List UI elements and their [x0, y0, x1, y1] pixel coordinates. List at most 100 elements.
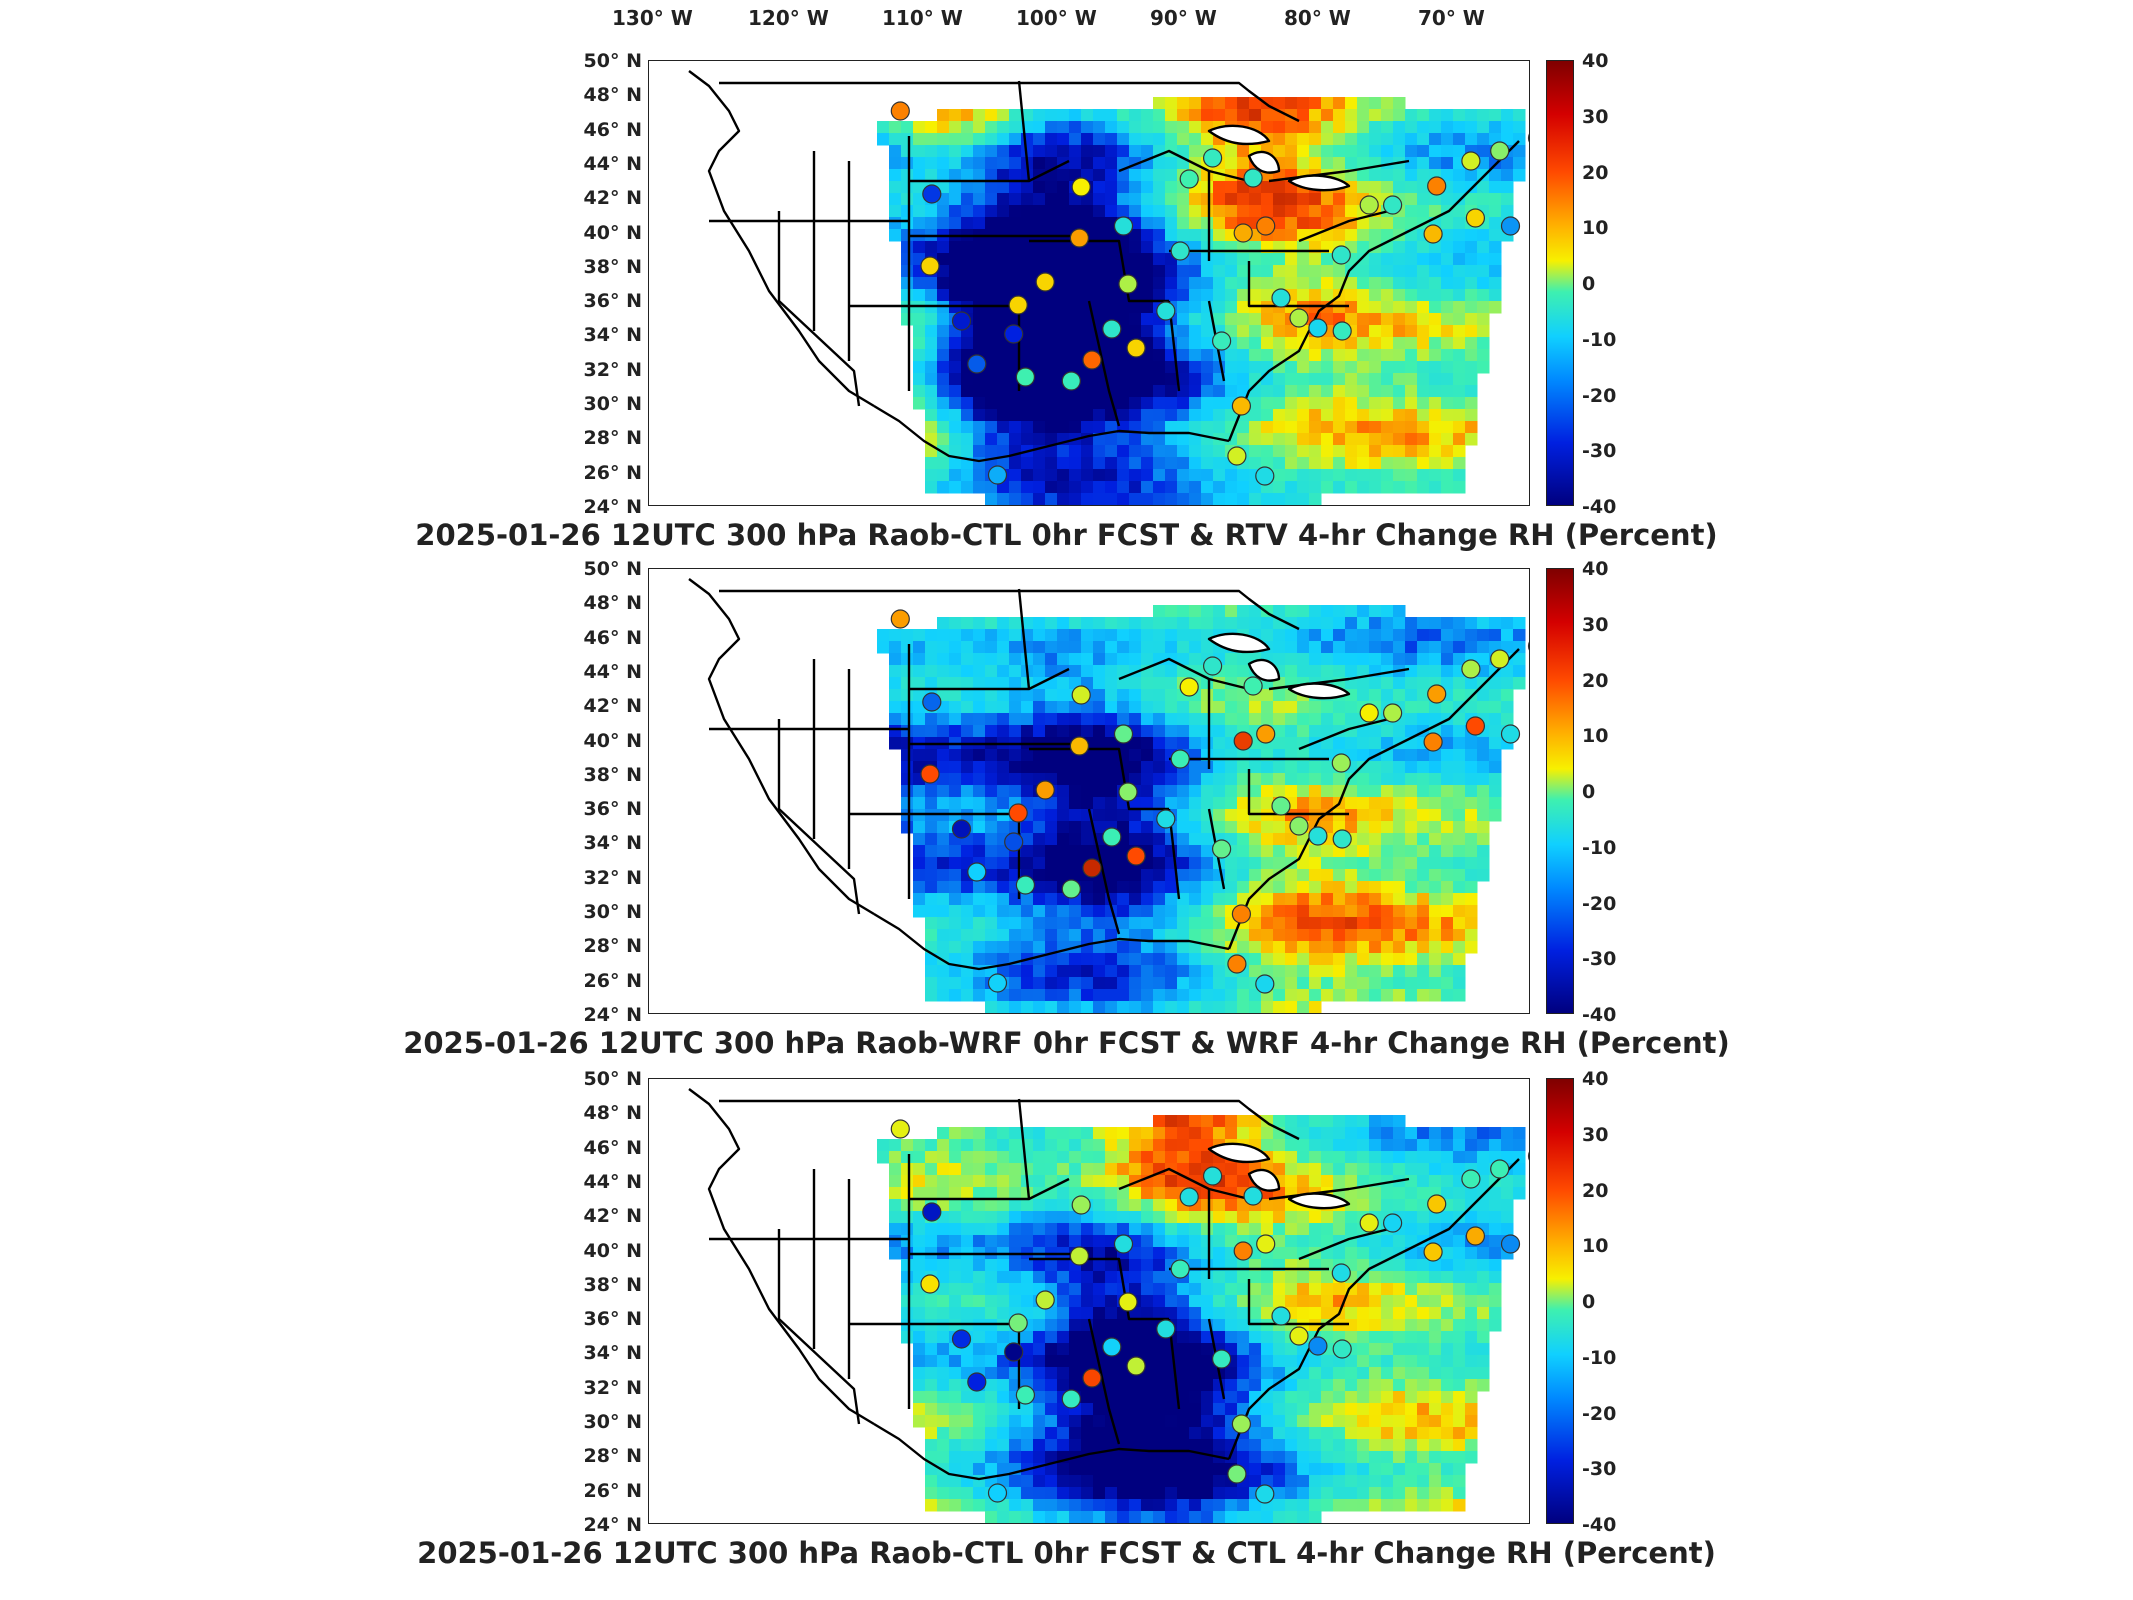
colorbar-tick-label: 40 [1582, 1068, 1609, 1090]
latitude-label: 48° N [583, 592, 642, 615]
map-panel [648, 568, 1530, 1014]
raob-stations [890, 609, 1529, 994]
station-marker [1233, 1241, 1253, 1261]
station-marker [1008, 803, 1028, 823]
station-marker [1211, 331, 1232, 351]
latitude-label: 32° N [583, 1376, 642, 1399]
latitude-label: 40° N [583, 221, 642, 244]
latitude-label: 30° N [583, 393, 642, 416]
station-marker [1332, 1339, 1352, 1359]
station-marker [1004, 324, 1024, 344]
colorbar-tick-label: -40 [1582, 1514, 1617, 1536]
station-marker [1227, 446, 1247, 466]
station-marker [1211, 839, 1232, 859]
latitude-label: 36° N [583, 1308, 642, 1331]
latitude-label: 28° N [583, 935, 642, 958]
panel-caption: 2025-01-26 12UTC 300 hPa Raob-WRF 0hr FC… [403, 1026, 1730, 1060]
station-marker [1035, 780, 1055, 800]
station-marker [1179, 1187, 1199, 1207]
station-marker [920, 256, 940, 276]
latitude-label: 46° N [583, 118, 642, 141]
station-marker [1332, 321, 1352, 341]
station-marker [1423, 732, 1443, 752]
state-boundaries [688, 70, 1520, 463]
station-marker [1427, 684, 1447, 704]
colorbar-tick-label: -40 [1582, 496, 1617, 518]
latitude-label: 50° N [583, 558, 642, 580]
latitude-label: 26° N [583, 969, 642, 992]
station-marker [1271, 288, 1291, 308]
latitude-label: 42° N [583, 1205, 642, 1228]
colorbar-tick-label: 30 [1582, 105, 1609, 128]
station-marker [1359, 703, 1379, 723]
station-marker [1271, 1306, 1291, 1326]
station-marker [1015, 367, 1035, 387]
station-marker [1211, 1349, 1232, 1369]
station-marker [1061, 371, 1081, 391]
station-marker [1308, 318, 1328, 338]
colorbar-tick-label: 10 [1582, 217, 1609, 240]
station-marker [1082, 1368, 1102, 1388]
colorbar-tick-label: 0 [1582, 273, 1596, 295]
station-marker [1359, 195, 1379, 215]
panel-caption: 2025-01-26 12UTC 300 hPa Raob-CTL 0hr FC… [415, 518, 1718, 552]
station-marker [951, 311, 972, 331]
station-marker [1113, 1234, 1134, 1254]
station-marker [1061, 879, 1081, 899]
station-marker [1331, 1263, 1351, 1283]
station-marker [1069, 228, 1089, 248]
station-marker [890, 1119, 910, 1139]
station-marker [1490, 1159, 1510, 1179]
station-marker [1490, 141, 1510, 161]
colorbar-tick-label: 30 [1582, 1123, 1609, 1146]
station-marker [1061, 1389, 1081, 1409]
station-marker [1035, 1290, 1055, 1310]
station-marker [1233, 731, 1253, 751]
longitude-label: 120° W [748, 6, 829, 30]
colorbar-tick-label: 20 [1582, 161, 1609, 184]
station-marker [1382, 195, 1403, 215]
latitude-label: 28° N [583, 1445, 642, 1468]
map-panel [648, 60, 1530, 506]
station-marker [1118, 274, 1138, 294]
station-marker [1202, 148, 1223, 168]
station-marker [1126, 846, 1146, 866]
station-marker [890, 101, 910, 121]
station-marker [1102, 1337, 1122, 1357]
colorbar [1546, 1078, 1574, 1524]
longitude-label: 70° W [1418, 6, 1485, 30]
station-marker [1082, 350, 1102, 370]
station-marker [1423, 1242, 1443, 1262]
latitude-label: 50° N [583, 1068, 642, 1090]
station-marker [987, 465, 1008, 485]
latitude-label: 24° N [583, 496, 642, 518]
station-marker [1170, 241, 1190, 261]
latitude-label: 38° N [583, 763, 642, 786]
rh-field [877, 97, 1526, 505]
station-marker [1113, 724, 1134, 744]
latitude-label: 40° N [583, 729, 642, 752]
station-marker [1004, 832, 1024, 852]
colorbar-tick-label: -30 [1582, 440, 1617, 463]
latitude-label: 48° N [583, 1102, 642, 1125]
station-marker [951, 1329, 972, 1349]
station-marker [1231, 1414, 1252, 1434]
station-marker [1256, 724, 1276, 744]
station-marker [1113, 216, 1134, 236]
station-marker [1461, 151, 1481, 171]
colorbar-tick-label: -20 [1582, 892, 1617, 915]
colorbar-tick-label: -10 [1582, 328, 1617, 351]
raob-stations [890, 101, 1529, 486]
latitude-label: 48° N [583, 84, 642, 107]
station-marker [1527, 1151, 1529, 1161]
station-marker [1289, 1326, 1309, 1346]
station-marker [1004, 1342, 1024, 1362]
station-marker [1202, 1166, 1223, 1186]
station-marker [920, 1274, 940, 1294]
station-marker [1527, 133, 1529, 143]
latitude-label: 36° N [583, 290, 642, 313]
longitude-label: 90° W [1150, 6, 1217, 30]
latitude-label: 26° N [583, 461, 642, 484]
station-marker [922, 184, 942, 204]
rh-field-map [688, 578, 1529, 1013]
